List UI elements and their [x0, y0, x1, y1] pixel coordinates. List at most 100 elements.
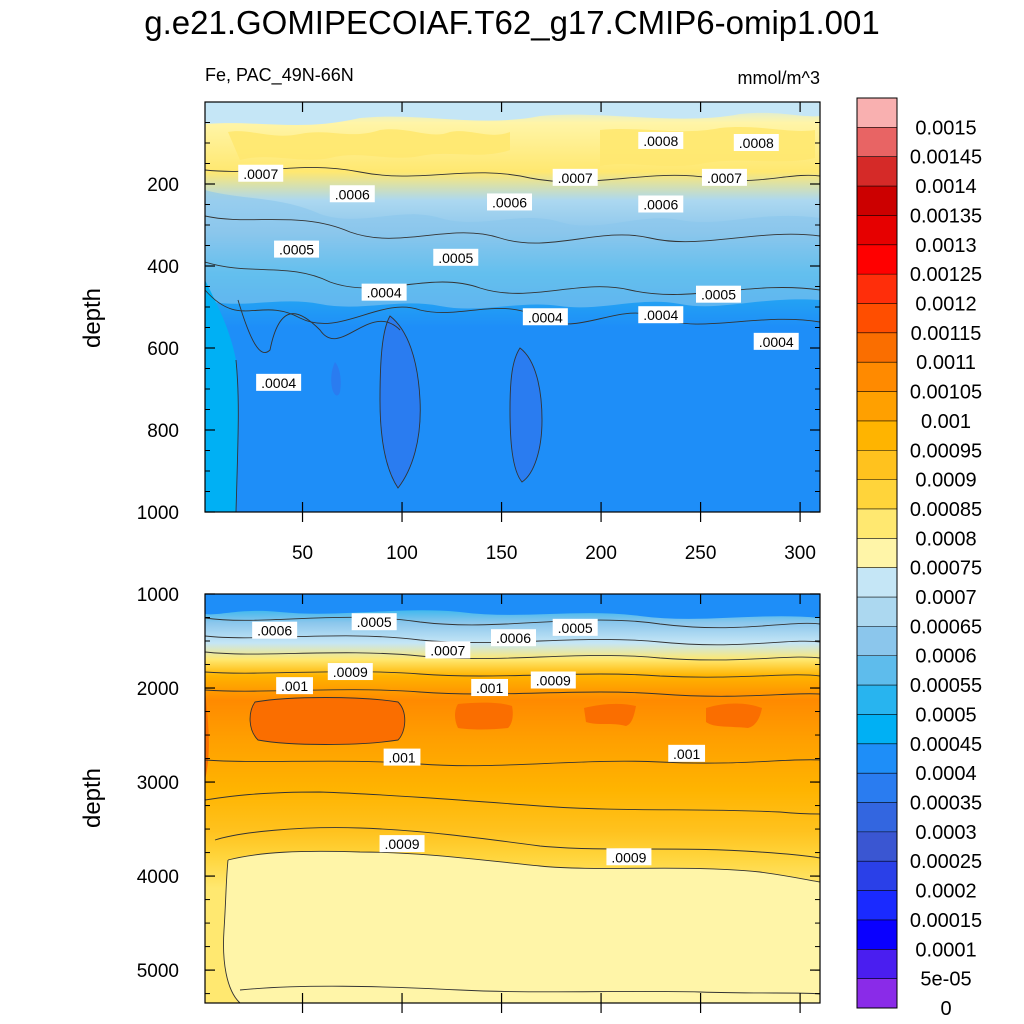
- lower-plot-frame: [204, 593, 821, 1004]
- contour-label-box: [490, 629, 536, 647]
- colorbar-label: 0.00075: [910, 558, 982, 580]
- contour-label: .0007: [243, 166, 278, 182]
- upper-y-tick-label: 800: [147, 421, 179, 442]
- contour-label-box: [695, 285, 741, 303]
- colorbar-label: 0.00065: [910, 616, 982, 638]
- upper-surface-band: [205, 102, 820, 126]
- lower-max-region-3: [584, 703, 636, 726]
- upper-contour-labels: .0007 .0006 .0005 .0004 .0005 .0006 .0007 .0004…: [238, 131, 799, 391]
- contour-label-box: [276, 677, 313, 695]
- colorbar-swatch: [857, 420, 897, 451]
- colorbar-label: 0: [940, 998, 951, 1020]
- upper-fe-high-patch: [228, 129, 510, 160]
- upper-x-tick-label: 200: [585, 543, 617, 564]
- contour-label: .0004: [261, 375, 296, 391]
- upper-min-region-3: [331, 362, 341, 396]
- contour-label: .0008: [739, 135, 774, 151]
- contour-label-box: [638, 306, 684, 324]
- contour-label-box: [606, 848, 652, 866]
- contour-label: .001: [281, 678, 308, 694]
- contour-label-box: [471, 679, 509, 697]
- contour-label: .0005: [357, 614, 392, 630]
- colorbar-swatch: [857, 362, 897, 392]
- lower-y-tick-label: 3000: [137, 773, 179, 794]
- upper-contour-line-e: [237, 299, 401, 353]
- lower-surface-band: [205, 594, 820, 619]
- lower-contour-line-h: [205, 791, 820, 815]
- figure-title: g.e21.GOMIPECOIAF.T62_g17.CMIP6-omip1.00…: [144, 4, 880, 41]
- upper-contour-line-h: [509, 347, 543, 483]
- colorbar-label: 0.00145: [910, 147, 982, 169]
- contour-label: .0004: [759, 334, 794, 350]
- upper-fe-high-patch-right: [600, 127, 815, 166]
- colorbar-label: 0.0008: [915, 528, 976, 550]
- colorbar-swatch: [857, 303, 897, 334]
- colorbar-swatch: [857, 743, 897, 774]
- colorbar-label: 0.00135: [910, 205, 982, 227]
- colorbar-swatch: [857, 332, 897, 363]
- upper-x-tick-label: 300: [784, 543, 816, 564]
- contour-label-box: [433, 248, 479, 266]
- colorbar-label: 0.0003: [915, 822, 976, 844]
- contour-label-box: [256, 373, 302, 391]
- lower-y-axis-title: depth: [79, 768, 106, 828]
- upper-x-tick-label: 250: [685, 543, 717, 564]
- upper-min-region-2: [510, 348, 542, 482]
- lower-max-region-4: [706, 703, 762, 728]
- upper-left-label: Fe, PAC_49N-66N: [205, 65, 354, 86]
- contour-label-box: [552, 168, 598, 186]
- contour-label-box: [522, 308, 568, 326]
- contour-label: .0007: [558, 170, 593, 186]
- contour-label-box: [530, 671, 576, 689]
- colorbar-label: 0.0001: [915, 939, 976, 961]
- colorbar-swatch: [857, 450, 897, 480]
- colorbar-swatch: [857, 479, 897, 510]
- colorbar-label: 0.0014: [915, 176, 976, 198]
- lower-contour-line-a: [205, 616, 820, 629]
- upper-contour-line-b: [205, 215, 820, 244]
- contour-label: .0008: [643, 133, 678, 149]
- upper-x-tick-label: 150: [486, 543, 518, 564]
- lower-contour-line-j: [227, 850, 820, 883]
- contour-label-box: [753, 332, 799, 350]
- colorbar-swatch: [857, 890, 897, 921]
- contour-label: .0005: [279, 242, 314, 258]
- colorbar-swatch: [857, 861, 897, 891]
- lower-contour-line-l: [239, 985, 820, 995]
- colorbar-label: 0.0002: [915, 881, 976, 903]
- contour-label: .001: [476, 680, 503, 696]
- lower-max-region-1: [250, 697, 405, 745]
- contour-label: .0005: [701, 287, 736, 303]
- contour-label: .001: [388, 750, 415, 766]
- colorbar-swatch: [857, 831, 897, 862]
- contour-label: .0007: [430, 642, 465, 658]
- contour-label-box: [487, 193, 533, 211]
- contour-label-box: [668, 744, 706, 762]
- colorbar-label: 0.00115: [911, 323, 982, 345]
- colorbar-swatch: [857, 538, 897, 568]
- colorbar-swatch: [857, 391, 897, 422]
- colorbar-swatch: [857, 127, 897, 158]
- colorbar-swatch: [857, 215, 897, 246]
- contour-label: .0006: [496, 630, 531, 646]
- colorbar-swatch: [857, 186, 897, 216]
- upper-y-tick-label: 600: [147, 339, 179, 360]
- lower-contour-line-k: [223, 859, 241, 1003]
- colorbar-label: 0.00095: [910, 440, 982, 462]
- colorbar-swatch: [857, 244, 897, 275]
- contour-label-box: [329, 185, 375, 203]
- colorbar-label: 0.00125: [910, 264, 982, 286]
- colorbar-frame: [856, 97, 898, 1009]
- contour-label: .0006: [492, 194, 527, 210]
- contour-label: .0009: [385, 836, 420, 852]
- contour-label: .0005: [438, 250, 473, 266]
- upper-y-tick-label: 1000: [137, 503, 179, 524]
- colorbar-label: 5e-05: [920, 969, 971, 991]
- colorbar-label: 0.00105: [910, 382, 982, 404]
- lower-x-axis: [301, 594, 801, 1013]
- upper-min-region-1: [380, 316, 421, 488]
- contour-label-box: [701, 168, 747, 186]
- colorbar-label: 0.0015: [915, 117, 976, 139]
- lower-contour-line-f: [249, 697, 406, 745]
- contour-label-box: [638, 131, 684, 149]
